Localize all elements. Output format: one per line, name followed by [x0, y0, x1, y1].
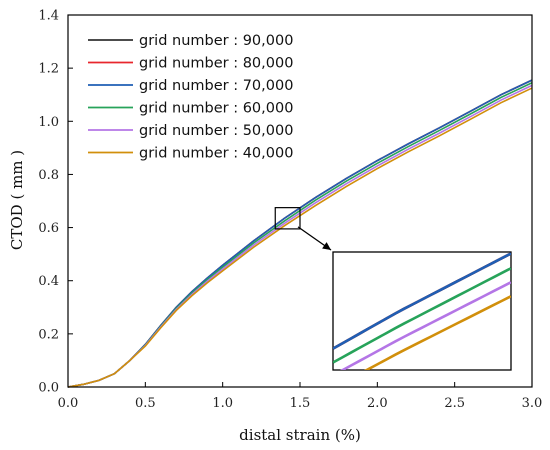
- inset-series-line-4: [340, 281, 511, 370]
- series-line-5: [67, 87, 533, 388]
- inset-series-line-3: [333, 267, 511, 364]
- y-tick-label-5: 1.0: [38, 115, 59, 130]
- x-tick-label-0: 0.0: [58, 396, 79, 411]
- legend-entry-3: grid number : 60,000: [139, 101, 293, 117]
- x-tick-label-3: 1.5: [290, 396, 311, 411]
- inset-series-line-2: [333, 252, 511, 350]
- y-axis-label: CTOD ( mm ): [8, 150, 26, 250]
- y-tick-label-6: 1.2: [38, 62, 59, 77]
- y-tick-label-4: 0.8: [38, 168, 59, 183]
- x-tick-label-2: 1.0: [212, 396, 233, 411]
- legend: grid number : 90,000 grid number : 80,000…: [88, 33, 293, 162]
- legend-entry-2: grid number : 70,000: [139, 78, 293, 94]
- x-tick-label-5: 2.5: [444, 396, 465, 411]
- axes: distal strain (%) CTOD ( mm ) 0.0 0.5 1.0 1…: [8, 9, 542, 445]
- x-axis-label: distal strain (%): [239, 426, 361, 444]
- y-tick-label-2: 0.4: [38, 274, 59, 289]
- y-tick-label-0: 0.0: [38, 381, 59, 396]
- legend-entry-4: grid number : 50,000: [139, 123, 293, 139]
- x-tick-label-4: 2.0: [367, 396, 388, 411]
- y-tick-label-7: 1.4: [38, 9, 59, 24]
- zoom-region-box: [274, 207, 301, 230]
- zoom-arrow-head: [322, 242, 331, 250]
- legend-entry-0: grid number : 90,000: [139, 33, 293, 49]
- x-tick-label-6: 3.0: [522, 396, 543, 411]
- x-tick-label-1: 0.5: [135, 396, 156, 411]
- y-tick-label-1: 0.2: [38, 327, 59, 342]
- legend-entry-1: grid number : 80,000: [139, 56, 293, 72]
- inset-curves: [333, 252, 511, 370]
- inset-series-line-5: [364, 295, 511, 370]
- legend-entry-5: grid number : 40,000: [139, 146, 293, 162]
- plot-area: [67, 79, 533, 388]
- zoom-inset: [274, 207, 512, 371]
- y-tick-label-3: 0.6: [38, 221, 59, 236]
